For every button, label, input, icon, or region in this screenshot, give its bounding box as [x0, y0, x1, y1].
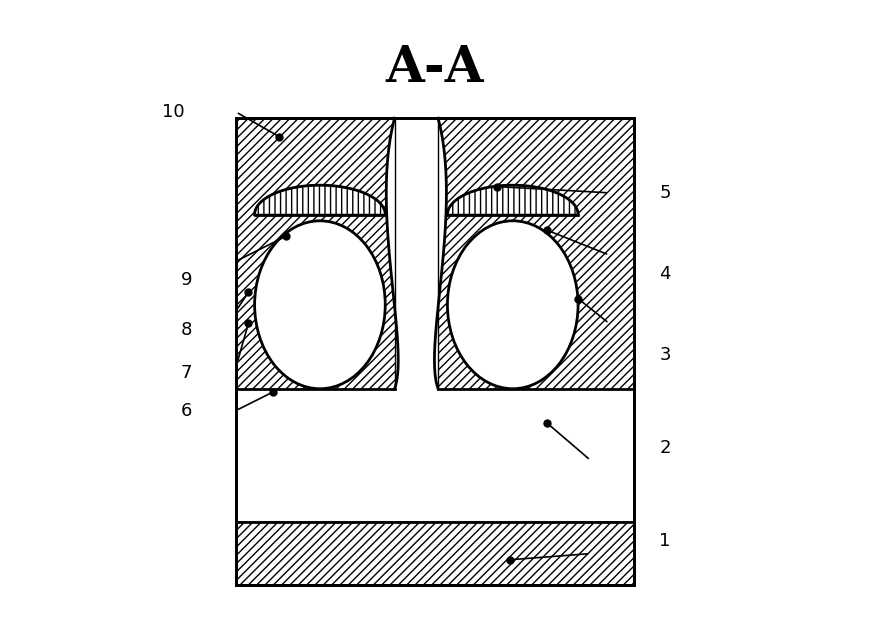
Bar — [235, 522, 634, 585]
Text: 10: 10 — [163, 103, 185, 121]
Text: 2: 2 — [659, 439, 670, 457]
Text: A-A: A-A — [385, 44, 484, 93]
Bar — [235, 118, 395, 389]
Bar — [235, 118, 634, 585]
Polygon shape — [447, 185, 577, 215]
Bar — [235, 118, 634, 585]
Text: 1: 1 — [659, 532, 670, 550]
Text: 6: 6 — [180, 402, 192, 419]
Text: 5: 5 — [659, 184, 670, 202]
Ellipse shape — [255, 221, 385, 389]
Text: 7: 7 — [180, 364, 192, 382]
Text: 9: 9 — [180, 271, 192, 289]
Text: 4: 4 — [659, 265, 670, 282]
Ellipse shape — [447, 221, 577, 389]
Polygon shape — [255, 185, 385, 215]
Polygon shape — [386, 118, 446, 389]
Bar — [438, 118, 634, 389]
Text: 8: 8 — [180, 321, 192, 338]
Bar — [235, 522, 634, 585]
Text: 3: 3 — [659, 346, 670, 363]
